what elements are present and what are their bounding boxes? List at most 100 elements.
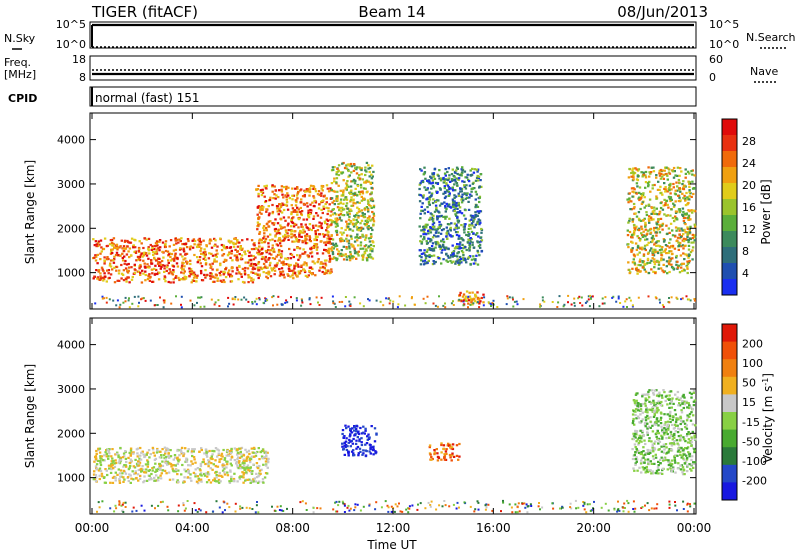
power-cell bbox=[677, 264, 680, 267]
power-cell bbox=[361, 234, 365, 237]
velocity-cell bbox=[171, 467, 174, 470]
velocity-cell bbox=[690, 411, 693, 414]
velocity-cell bbox=[663, 413, 666, 416]
power-cell bbox=[635, 225, 638, 228]
velocity-cell bbox=[677, 448, 680, 451]
nave-tick-bottom: 0 bbox=[709, 71, 716, 84]
power-cell bbox=[113, 255, 116, 258]
power-cell bbox=[219, 237, 222, 240]
power-cell bbox=[325, 201, 328, 204]
power-cell bbox=[329, 224, 332, 227]
power-cell bbox=[257, 242, 261, 245]
power-noise-cell bbox=[424, 302, 427, 305]
power-cell bbox=[475, 254, 478, 257]
power-cell bbox=[444, 215, 447, 218]
power-cell bbox=[295, 238, 299, 241]
power-cell bbox=[161, 264, 165, 267]
power-cell bbox=[658, 172, 661, 175]
power-cell bbox=[440, 214, 443, 217]
power-cell bbox=[355, 218, 358, 221]
power-cell bbox=[279, 203, 282, 206]
power-cell bbox=[301, 225, 304, 229]
power-cell bbox=[465, 233, 468, 237]
velocity-cell bbox=[634, 463, 637, 466]
power-cell bbox=[100, 246, 103, 249]
power-cell bbox=[267, 214, 271, 217]
power-cell bbox=[153, 267, 156, 270]
velocity-cell bbox=[174, 464, 177, 467]
power-cell bbox=[208, 242, 211, 245]
power-cell bbox=[671, 257, 674, 260]
velocity-cell bbox=[634, 410, 637, 413]
power-cell bbox=[327, 190, 331, 193]
power-cell bbox=[127, 266, 131, 269]
velocity-cell bbox=[238, 476, 241, 479]
power-cell bbox=[452, 254, 456, 257]
power-cell bbox=[641, 233, 644, 237]
velocity-cell bbox=[443, 458, 447, 461]
power-cell bbox=[302, 231, 305, 234]
power-cell bbox=[661, 224, 664, 227]
velocity-cell bbox=[176, 479, 179, 482]
power-cell bbox=[652, 206, 656, 209]
power-cell bbox=[265, 184, 268, 187]
power-noise-cell bbox=[563, 303, 566, 306]
power-cell bbox=[119, 254, 122, 257]
power-cell bbox=[432, 221, 436, 225]
power-cell bbox=[437, 215, 440, 218]
power-cell bbox=[290, 213, 293, 216]
power-cell bbox=[99, 239, 103, 242]
power-noise-cell bbox=[508, 296, 511, 299]
power-cell bbox=[349, 228, 352, 231]
power-noise-cell bbox=[124, 300, 127, 303]
velocity-cell bbox=[666, 420, 670, 423]
power-cell bbox=[674, 235, 677, 238]
power-cell bbox=[358, 226, 361, 230]
power-cell bbox=[659, 192, 662, 195]
power-cell bbox=[181, 268, 184, 271]
power-cell bbox=[371, 175, 374, 178]
velocity-cell bbox=[666, 451, 669, 454]
power-cell bbox=[100, 250, 103, 253]
power-cell bbox=[661, 223, 664, 226]
power-cell bbox=[102, 277, 106, 281]
power-cell bbox=[349, 200, 352, 203]
power-noise-cell bbox=[668, 301, 671, 304]
power-cell bbox=[669, 197, 672, 200]
power-cell bbox=[447, 205, 450, 208]
power-cell bbox=[180, 271, 183, 274]
power-cell bbox=[210, 265, 213, 268]
velocity-cell bbox=[672, 402, 675, 405]
power-cell bbox=[358, 201, 361, 204]
power-cell bbox=[291, 221, 295, 225]
power-cell bbox=[287, 263, 290, 266]
power-cell bbox=[303, 261, 306, 264]
power-cell bbox=[311, 224, 315, 227]
velocity-cell bbox=[146, 465, 149, 468]
velocity-cell bbox=[675, 418, 678, 421]
power-cell bbox=[476, 232, 479, 235]
power-cell bbox=[473, 226, 476, 229]
power-cell bbox=[113, 246, 116, 249]
power-cell bbox=[641, 266, 644, 269]
power-cell bbox=[670, 263, 673, 266]
power-cell bbox=[480, 185, 483, 188]
power-cell bbox=[430, 245, 434, 248]
power-cell bbox=[361, 247, 365, 250]
power-cell bbox=[665, 260, 669, 263]
power-cell bbox=[458, 259, 461, 262]
velocity-cell bbox=[151, 448, 155, 451]
power-cell bbox=[460, 195, 463, 198]
velocity-cell bbox=[349, 427, 352, 431]
velocity-cell bbox=[364, 443, 367, 446]
velocity-cell bbox=[354, 442, 358, 445]
velocity-cell bbox=[104, 451, 107, 454]
power-cell bbox=[279, 210, 282, 213]
power-cell bbox=[434, 200, 438, 203]
power-cell bbox=[293, 267, 296, 270]
velocity-cell bbox=[256, 466, 260, 470]
velocity-cell bbox=[651, 430, 655, 433]
velocity-cell bbox=[210, 455, 213, 458]
power-cell bbox=[437, 242, 440, 245]
power-cell bbox=[140, 281, 144, 284]
